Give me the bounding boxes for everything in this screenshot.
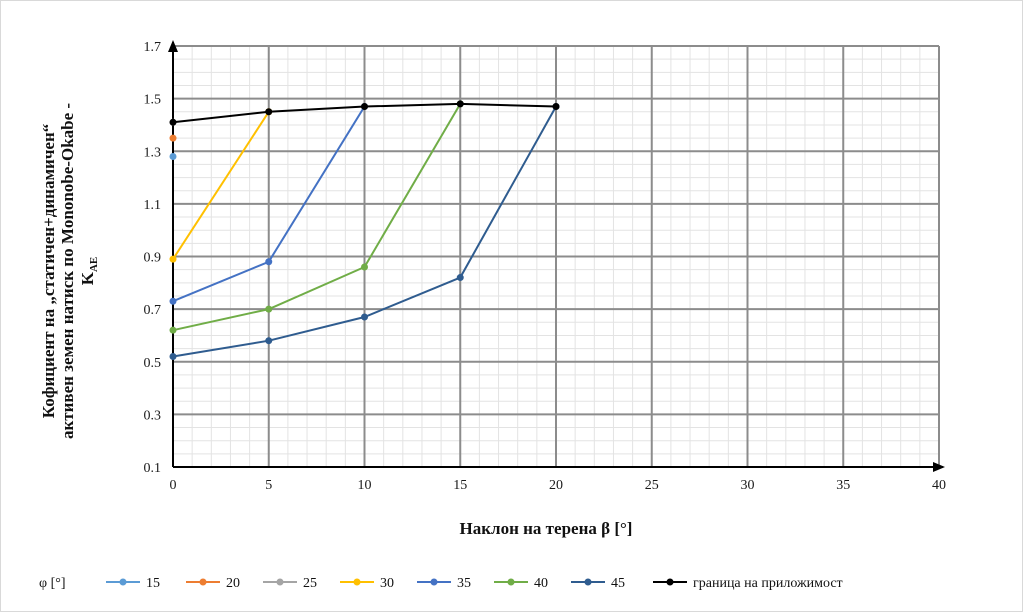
y-tick-label: 1.1 <box>144 198 162 213</box>
y-tick-label: 0.9 <box>144 251 162 266</box>
x-tick-label: 15 <box>453 478 467 493</box>
series-1 <box>169 153 177 161</box>
legend-swatch-marker <box>507 578 515 586</box>
y-tick-label: 1.5 <box>144 93 162 108</box>
y-tick-label: 0.5 <box>144 356 162 371</box>
x-tick-label: 0 <box>170 478 177 493</box>
series-8 <box>169 100 560 126</box>
x-tick-label: 5 <box>265 478 272 493</box>
legend-swatch-marker <box>119 578 127 586</box>
legend-entry: граница на приложимост <box>653 576 843 591</box>
x-axis-arrow <box>933 462 945 472</box>
legend: φ [°] 15 20 25 30 35 40 45 граница на приложимо… <box>39 576 843 591</box>
legend-entry: 30 <box>340 576 394 591</box>
legend-label: 25 <box>303 576 317 591</box>
x-tick-label: 10 <box>358 478 372 493</box>
legend-swatch-marker <box>584 578 592 586</box>
series-1-point <box>169 153 177 161</box>
legend-label: 35 <box>457 576 471 591</box>
series-6-point <box>265 305 273 313</box>
y-axis-subscript: AE <box>88 257 100 272</box>
series-8-point <box>552 103 560 111</box>
series-6-point <box>361 263 368 271</box>
series-7-point <box>456 274 464 282</box>
series-8-point <box>265 108 273 116</box>
x-tick-label: 40 <box>932 478 946 493</box>
legend-label: 15 <box>146 576 160 591</box>
y-axis-arrow <box>168 40 178 52</box>
y-axis-title-symbol: KAE <box>78 257 100 286</box>
legend-entry: 40 <box>494 576 548 591</box>
y-tick-label: 0.3 <box>144 408 162 423</box>
legend-swatch-marker <box>430 578 438 586</box>
x-tick-label: 35 <box>836 478 850 493</box>
y-tick-label: 1.7 <box>144 40 162 55</box>
legend-entry: 15 <box>106 576 160 591</box>
series-8-point <box>361 103 368 111</box>
tick-labels: 0 5 10 15 20 25 30 35 40 0.1 0.3 0.5 0.7 0.9 1.1 1.3 1.5… <box>144 40 947 493</box>
series-2-point <box>169 134 177 142</box>
legend-entry: 20 <box>186 576 240 591</box>
series-2 <box>169 134 177 142</box>
legend-label: 20 <box>226 576 240 591</box>
series-7-point <box>169 352 177 360</box>
y-axis-title-line-1: Кофициент на „статичен+динамичен“ <box>39 124 58 419</box>
series-5-point <box>169 297 177 305</box>
legend-swatch-marker <box>276 578 284 586</box>
legend-swatch-marker <box>199 578 207 586</box>
series-4 <box>169 108 273 263</box>
legend-label: 30 <box>380 576 394 591</box>
x-tick-label: 30 <box>741 478 755 493</box>
legend-label: 40 <box>534 576 548 591</box>
series-5-point <box>265 258 273 266</box>
y-tick-label: 0.7 <box>144 303 162 318</box>
y-tick-label: 0.1 <box>144 461 162 476</box>
series-6-point <box>169 326 177 334</box>
legend-swatch-marker <box>353 578 361 586</box>
series-8-point <box>456 100 464 108</box>
legend-label: граница на приложимост <box>693 576 843 591</box>
x-tick-label: 25 <box>645 478 659 493</box>
x-axis-title: Наклон на терена β [°] <box>460 519 633 538</box>
series-7-point <box>265 337 273 345</box>
legend-swatch-marker <box>666 578 674 586</box>
series-layer <box>169 100 560 360</box>
series-4-line <box>172 111 270 260</box>
legend-entry: 25 <box>263 576 317 591</box>
y-axis-symbol: K <box>78 271 97 285</box>
y-axis-title-line-2: активен земен натиск по Mononobe-Okabe - <box>58 103 77 439</box>
legend-label: 45 <box>611 576 625 591</box>
series-8-point <box>169 118 177 126</box>
axes <box>168 40 945 472</box>
series-4-point <box>169 255 177 263</box>
series-7-point <box>361 313 368 321</box>
legend-title: φ [°] <box>39 576 66 591</box>
legend-entry: 45 <box>571 576 625 591</box>
y-tick-label: 1.3 <box>144 145 162 160</box>
legend-entry: 35 <box>417 576 471 591</box>
series-6-line <box>172 103 462 332</box>
x-tick-label: 20 <box>549 478 563 493</box>
y-axis-title: Кофициент на „статичен+динамичен“ активе… <box>39 103 100 439</box>
